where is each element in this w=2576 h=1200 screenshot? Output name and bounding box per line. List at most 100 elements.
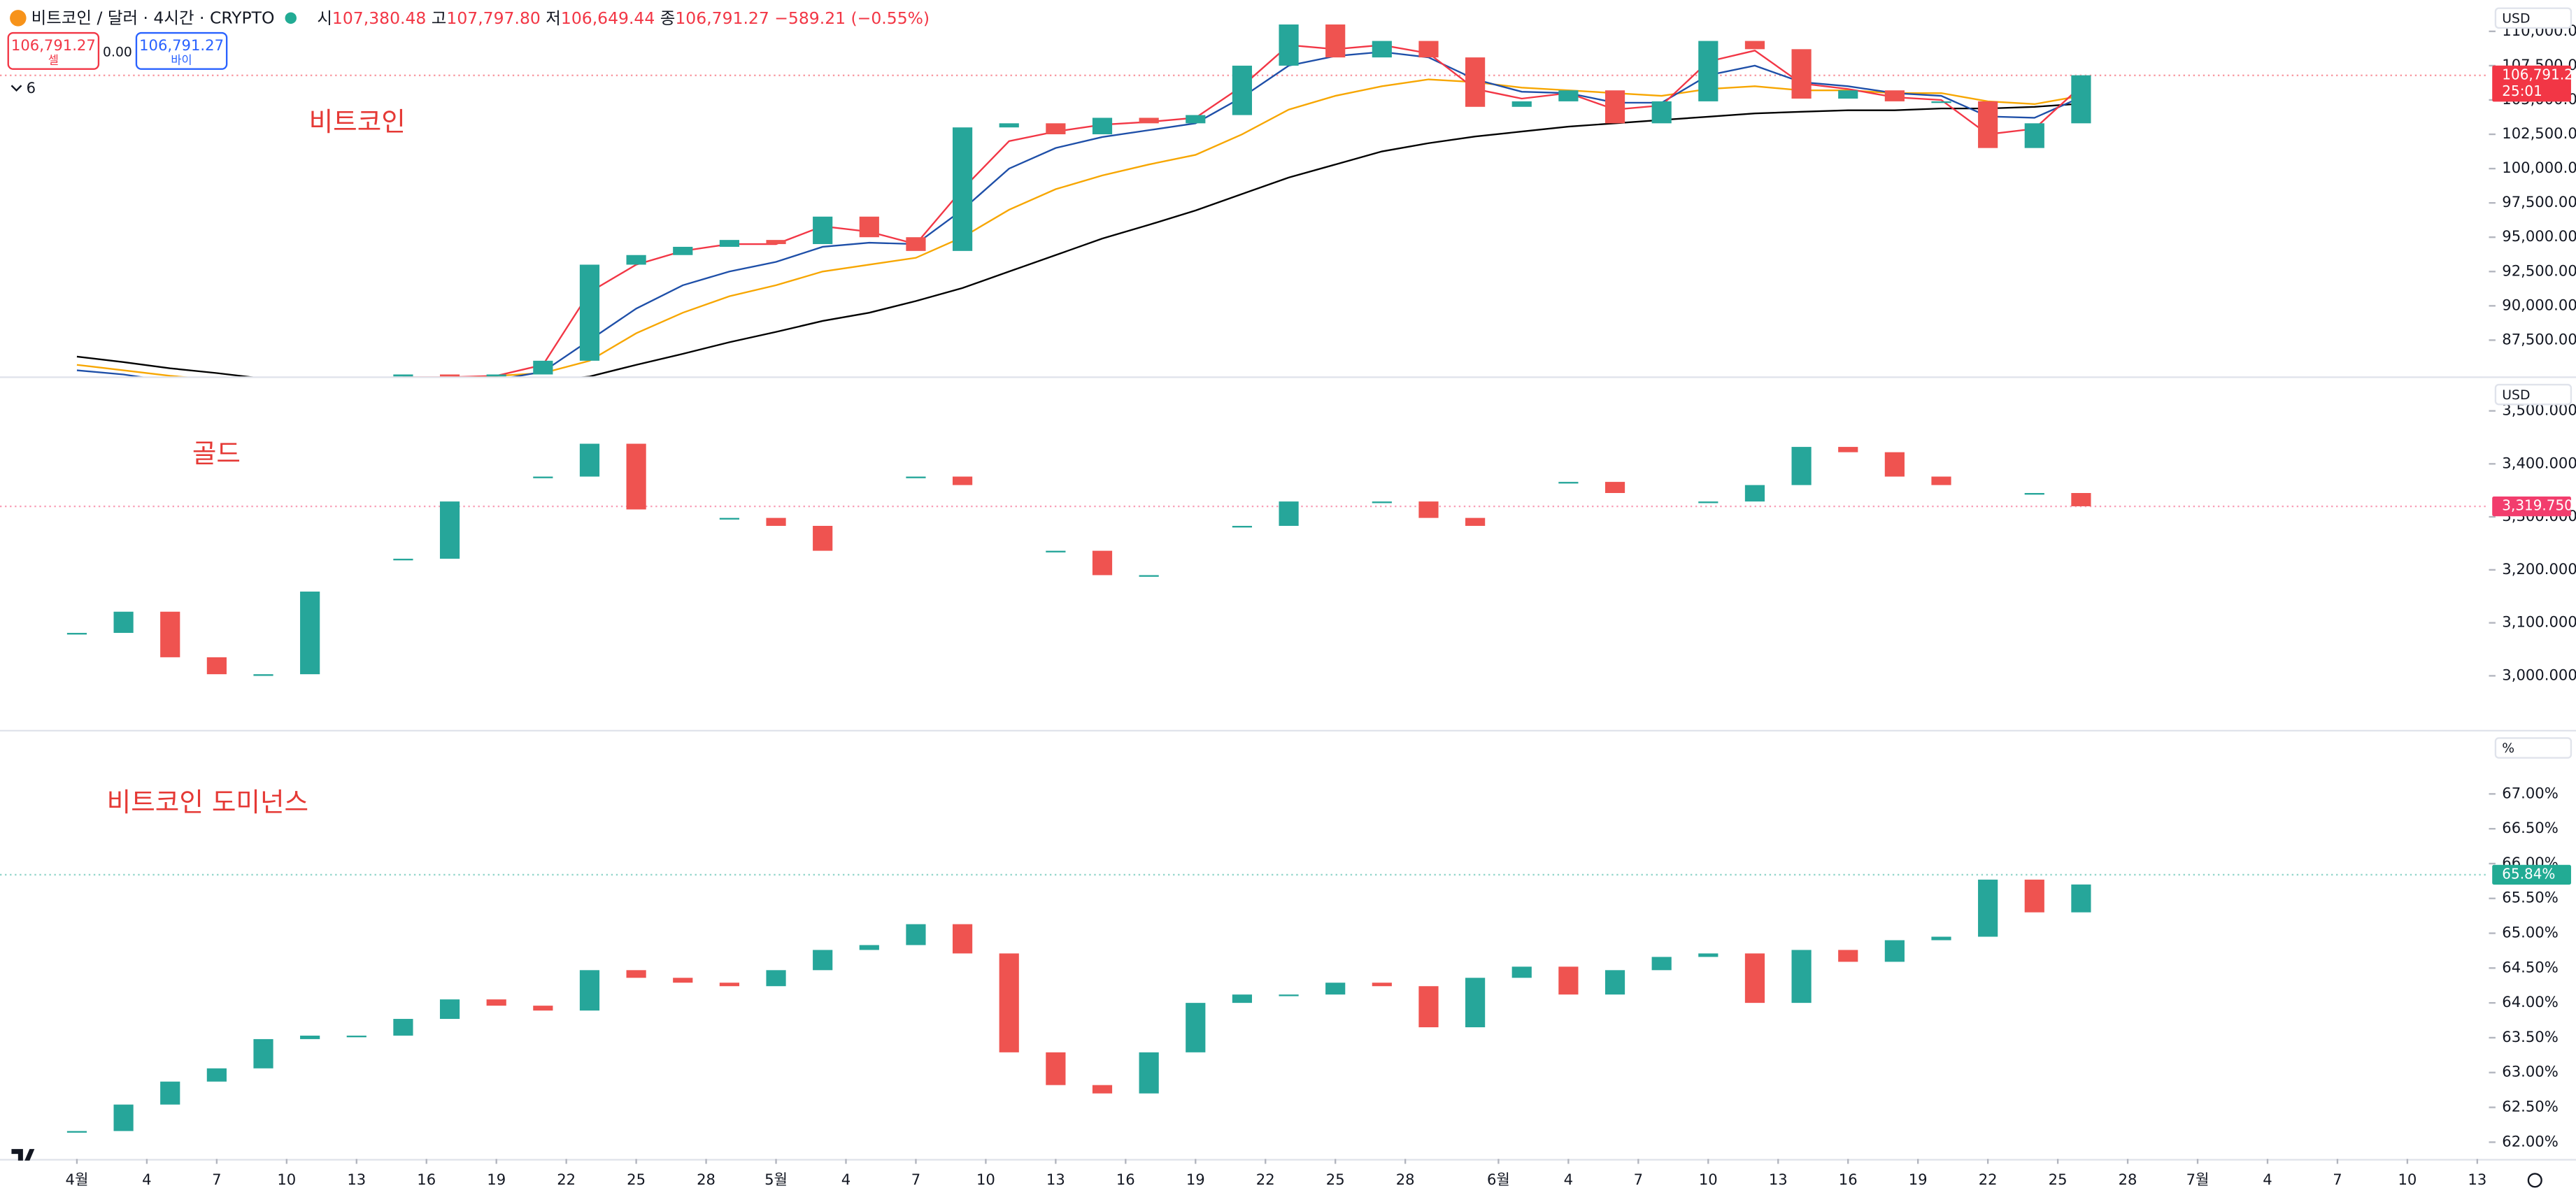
x-tick-label: 13 — [1046, 1171, 1065, 1188]
candle — [1465, 517, 1486, 526]
candle — [1884, 452, 1905, 477]
y-tick-label: 63.50% — [2502, 1028, 2559, 1045]
y-tick-label: 67.00% — [2502, 784, 2559, 801]
candle — [1604, 970, 1625, 995]
x-tick-label: 6월 — [1487, 1171, 1510, 1188]
candle — [1931, 936, 1951, 941]
candle — [66, 633, 87, 635]
sell-button[interactable] — [7, 31, 100, 70]
currency-label: USD — [2502, 12, 2530, 27]
candle — [999, 953, 1019, 1052]
indicator-count[interactable]: 6 — [27, 79, 36, 97]
candle — [1744, 485, 1765, 502]
candle — [673, 246, 693, 255]
pane-annotation: 비트코인 도미넌스 — [107, 787, 308, 817]
candle — [1931, 101, 1951, 103]
candle — [393, 374, 413, 377]
candle — [2071, 884, 2091, 913]
candle — [1279, 994, 1299, 997]
candle — [1232, 994, 1253, 1003]
x-tick-label: 13 — [2468, 1171, 2486, 1188]
sell-label: 셀 — [48, 53, 59, 66]
candle — [253, 674, 273, 676]
candle — [1418, 501, 1439, 518]
x-tick-label: 19 — [487, 1171, 506, 1188]
y-tick-label: 62.00% — [2502, 1132, 2559, 1150]
x-tick-label: 4월 — [66, 1171, 89, 1188]
candle — [1511, 101, 1532, 107]
candle — [206, 1068, 227, 1082]
candle — [813, 950, 833, 971]
spread: 0.00 — [103, 45, 132, 60]
candle — [1139, 117, 1159, 124]
buy-button[interactable] — [135, 31, 228, 70]
candle — [579, 443, 600, 477]
ohlc: 시107,380.48 고107,797.80 저106,649.44 종106… — [317, 8, 930, 28]
panes: 4월 4 7 10 13 16 19 22 25 28 5월 4 7 10 13 16 19 22 25 28 6월 4 7… — [0, 7, 2576, 1188]
last-price-label: 106,791.27 — [2502, 66, 2576, 83]
candle — [813, 525, 833, 551]
candle — [2024, 879, 2044, 913]
y-tick-label: 3,100.000 — [2502, 613, 2576, 631]
collapse-icon[interactable] — [10, 85, 22, 92]
candle — [1838, 950, 1858, 962]
symbol-title: 비트코인 / 달러 · 4시간 · CRYPTO — [31, 8, 275, 28]
candle — [486, 374, 506, 377]
candle — [1372, 501, 1392, 503]
x-tick-label: 22 — [1256, 1171, 1275, 1188]
candle — [719, 240, 739, 247]
x-tick-label: 25 — [2049, 1171, 2068, 1188]
candle — [1092, 1085, 1113, 1094]
y-tick-label: 65.00% — [2502, 924, 2559, 941]
y-tick-label: 3,200.000 — [2502, 560, 2576, 578]
candle — [579, 970, 600, 1011]
moving-average — [76, 103, 2082, 377]
currency-box — [2494, 383, 2573, 406]
x-tick-label: 16 — [1839, 1171, 1858, 1188]
ohlc-key: 저 — [546, 8, 561, 28]
settings-icon[interactable] — [2527, 1173, 2542, 1188]
last-price-label: 65.84% — [2502, 865, 2555, 882]
candle — [626, 970, 646, 978]
candle — [999, 123, 1019, 128]
candle — [2071, 493, 2091, 506]
candle — [1186, 115, 1206, 124]
candle — [906, 476, 926, 478]
pane-annotation: 비트코인 — [309, 106, 406, 137]
y-tick-label: 63.00% — [2502, 1063, 2559, 1080]
candle — [673, 978, 693, 983]
x-tick-label: 7 — [2333, 1171, 2342, 1188]
x-tick-label: 7월 — [2186, 1171, 2209, 1188]
x-tick-label: 28 — [697, 1171, 716, 1188]
x-tick-label: 22 — [557, 1171, 576, 1188]
candle — [1558, 482, 1579, 484]
candle — [1511, 966, 1532, 978]
candle — [206, 657, 227, 675]
last-price-label: 3,319.750 — [2502, 497, 2573, 514]
pane — [0, 873, 2489, 1133]
y-tick-label: 102,500.00 — [2502, 124, 2576, 142]
x-tick-label: 10 — [1699, 1171, 1718, 1188]
sell-price: 106,791.27 — [11, 36, 96, 54]
candle — [486, 999, 506, 1006]
candle — [2024, 493, 2044, 495]
ohlc-value: 107,380.48 — [332, 8, 426, 28]
ohlc-value: 107,797.80 — [446, 8, 540, 28]
x-tick-label: 4 — [2263, 1171, 2272, 1188]
x-tick-label: 7 — [212, 1171, 221, 1188]
last-price-box — [2492, 864, 2571, 885]
ohlc-key: 시 — [317, 8, 332, 28]
candle — [1418, 986, 1439, 1027]
x-tick-label: 7 — [1634, 1171, 1643, 1188]
candle — [439, 501, 460, 559]
currency-label: % — [2502, 741, 2514, 756]
candle — [1046, 1052, 1066, 1085]
symbol-icon — [10, 10, 27, 27]
moving-average — [76, 51, 2082, 377]
x-tick-label: 10 — [2398, 1171, 2417, 1188]
candle — [626, 443, 646, 510]
market-status[interactable] — [285, 12, 297, 24]
candle — [952, 127, 973, 251]
candle — [253, 1038, 273, 1069]
candle — [1418, 41, 1439, 58]
